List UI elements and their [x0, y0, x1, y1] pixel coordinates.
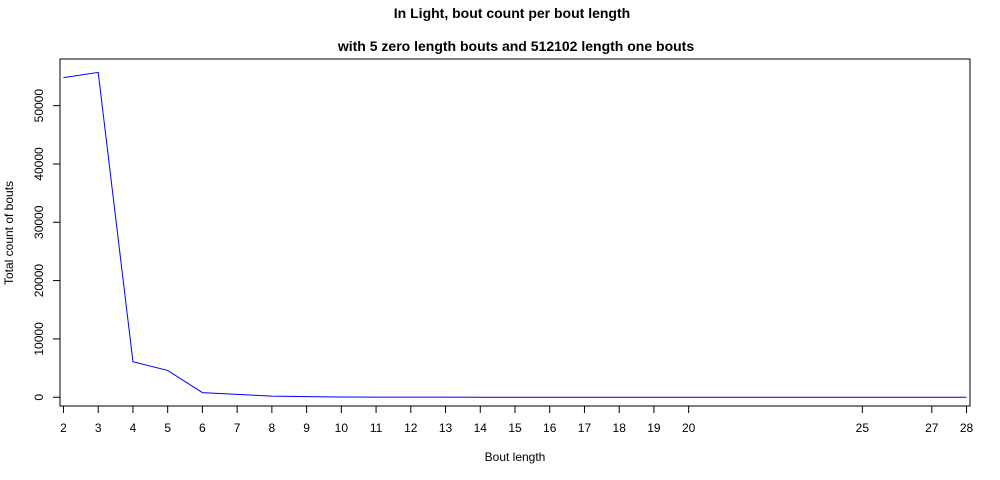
y-tick-label: 40000 [32, 147, 46, 181]
x-tick-label: 2 [60, 421, 67, 435]
data-point [410, 397, 411, 398]
data-point [480, 397, 481, 398]
x-tick-label: 20 [682, 421, 696, 435]
x-tick-label: 15 [508, 421, 522, 435]
data-point [688, 397, 689, 398]
y-tick-label: 50000 [32, 89, 46, 123]
series-line [63, 71, 967, 398]
x-tick-label: 3 [95, 421, 102, 435]
x-tick-label: 19 [647, 421, 661, 435]
x-tick-label: 7 [234, 421, 241, 435]
data-point [237, 394, 238, 395]
data-point [514, 397, 515, 398]
data-point [966, 397, 967, 398]
series-layer [63, 71, 967, 398]
data-point [619, 397, 620, 398]
x-tick-label: 16 [543, 421, 557, 435]
data-point [132, 361, 133, 362]
x-tick-label: 25 [856, 421, 870, 435]
x-tick-label: 12 [404, 421, 418, 435]
y-tick-label: 30000 [32, 205, 46, 239]
x-tick-label: 17 [578, 421, 592, 435]
data-point [653, 397, 654, 398]
data-point [341, 396, 342, 397]
y-tick-label: 20000 [32, 264, 46, 298]
x-tick-label: 11 [370, 421, 383, 435]
data-point [202, 392, 203, 393]
plot-area [59, 58, 971, 407]
x-tick-label: 27 [925, 421, 939, 435]
y-axis-label: Total count of bouts [2, 181, 16, 285]
x-tick-label: 28 [960, 421, 974, 435]
x-tick-label: 6 [199, 421, 206, 435]
data-point [306, 396, 307, 397]
data-point [931, 397, 932, 398]
x-tick-label: 10 [335, 421, 349, 435]
y-axis: 0 10000 20000 30000 40000 50000 [32, 89, 61, 401]
data-point [63, 77, 64, 78]
y-tick-label: 10000 [32, 322, 46, 356]
data-point [375, 396, 376, 397]
data-point [584, 397, 585, 398]
x-tick-label: 9 [303, 421, 310, 435]
x-tick-label: 4 [130, 421, 137, 435]
data-point [167, 370, 168, 371]
chart-title: In Light, bout count per bout length [394, 5, 630, 21]
x-tick-label: 5 [164, 421, 171, 435]
data-point [271, 395, 272, 396]
x-tick-label: 18 [613, 421, 627, 435]
x-tick-label: 8 [269, 421, 276, 435]
chart-subtitle: with 5 zero length bouts and 512102 leng… [337, 38, 694, 54]
data-point [862, 397, 863, 398]
data-point [98, 72, 99, 73]
data-point [445, 397, 446, 398]
x-axis-label: Bout length [485, 450, 546, 464]
data-point [549, 397, 550, 398]
x-tick-label: 13 [439, 421, 453, 435]
x-tick-label: 14 [474, 421, 488, 435]
y-tick-label: 0 [32, 394, 46, 401]
x-axis: 2 3 4 5 6 7 8 9 10 11 12 13 14 15 16 17 18 19 20 25 27 28 [60, 405, 974, 435]
